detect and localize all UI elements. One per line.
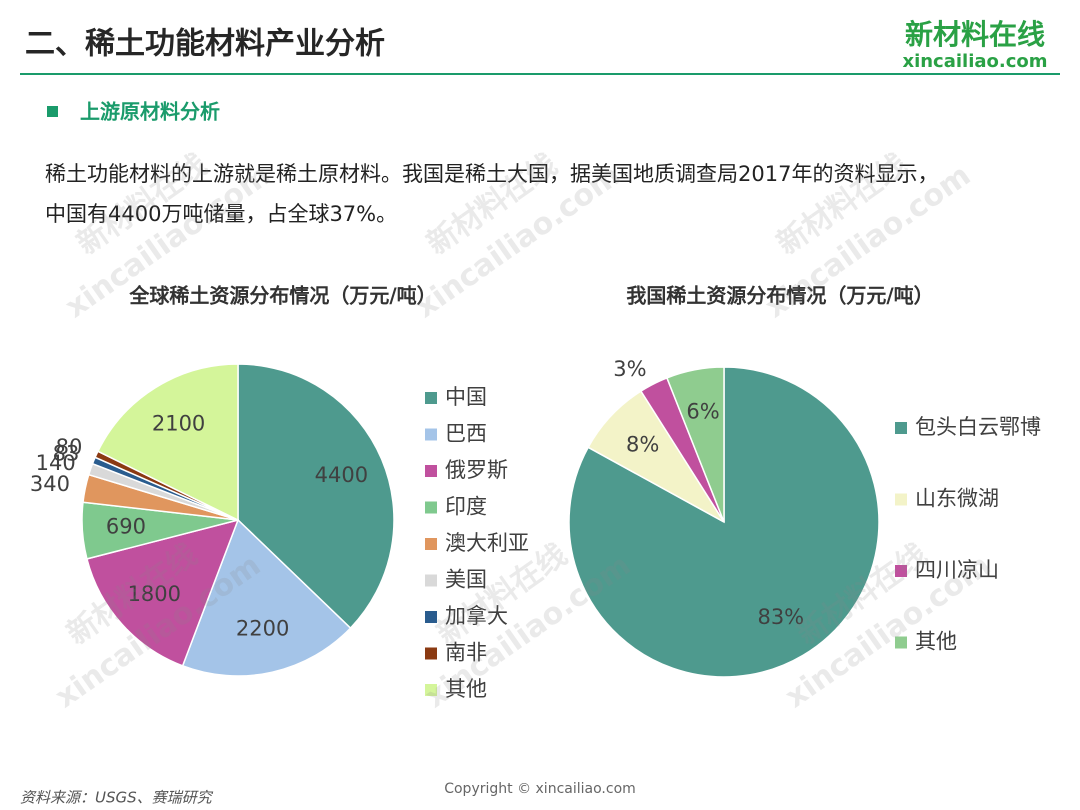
section-title: 上游原材料分析 xyxy=(80,100,220,124)
slide-title: 二、稀土功能材料产业分析 xyxy=(25,27,385,62)
chart-title: 我国稀土资源分布情况（万元/吨） xyxy=(626,284,933,308)
paragraph: 稀土功能材料的上游就是稀土原材料。我国是稀土大国，据美国地质调查局2017年的资… xyxy=(45,162,938,186)
pie-slice xyxy=(96,363,239,522)
data-label: 80 xyxy=(56,435,83,459)
pie-slice xyxy=(665,366,725,523)
data-label: 140 xyxy=(36,451,76,475)
data-label: 83 xyxy=(53,442,80,466)
data-label: 83% xyxy=(757,605,804,629)
legend-label: 俄罗斯 xyxy=(445,458,508,482)
legend-label: 印度 xyxy=(445,495,487,519)
legend-swatch xyxy=(425,538,437,550)
legend-label: 包头白云鄂博 xyxy=(915,415,1041,439)
logo: 新材料在线 xyxy=(905,18,1045,51)
legend-label: 其他 xyxy=(915,630,957,654)
pie-slice xyxy=(181,518,352,677)
legend-swatch xyxy=(895,636,907,649)
legend-label: 其他 xyxy=(445,677,487,701)
legend-label: 南非 xyxy=(445,641,487,665)
pie-slice xyxy=(237,363,395,630)
legend-label: 巴西 xyxy=(445,422,487,446)
legend-swatch xyxy=(425,684,437,696)
legend-swatch xyxy=(895,493,907,506)
legend-swatch xyxy=(425,501,437,514)
data-label: 2100 xyxy=(152,412,205,436)
data-label: 1800 xyxy=(128,582,181,606)
legend-swatch xyxy=(425,465,437,477)
source: 资料来源：USGS、赛瑞研究 xyxy=(20,789,214,807)
legend-swatch xyxy=(425,611,437,623)
data-label: 2200 xyxy=(236,617,289,641)
legend-swatch xyxy=(425,574,437,587)
data-label: 690 xyxy=(106,515,146,539)
pie-slice xyxy=(86,518,240,667)
legend-swatch xyxy=(425,647,437,660)
legend-label: 加拿大 xyxy=(445,604,508,628)
bullet xyxy=(47,106,58,117)
legend-label: 山东微湖 xyxy=(915,487,999,511)
legend-swatch xyxy=(425,392,437,404)
logo-url: xincailiao.com xyxy=(902,51,1047,72)
chart-title: 全球稀土资源分布情况（万元/吨） xyxy=(128,284,436,308)
data-label: 6% xyxy=(686,399,719,423)
legend-label: 美国 xyxy=(445,568,487,592)
legend-swatch xyxy=(425,428,437,441)
legend-label: 四川凉山 xyxy=(915,558,999,582)
data-label: 4400 xyxy=(315,463,368,487)
legend-swatch xyxy=(895,565,907,577)
data-label: 8% xyxy=(626,433,659,457)
data-label: 340 xyxy=(30,472,70,496)
legend-label: 澳大利亚 xyxy=(445,531,529,555)
legend-label: 中国 xyxy=(445,385,487,409)
data-label: 3% xyxy=(613,357,646,381)
paragraph: 中国有4400万吨储量，占全球37%。 xyxy=(45,202,397,226)
legend-swatch xyxy=(895,422,907,434)
copyright: Copyright © xincailiao.com xyxy=(444,781,636,797)
